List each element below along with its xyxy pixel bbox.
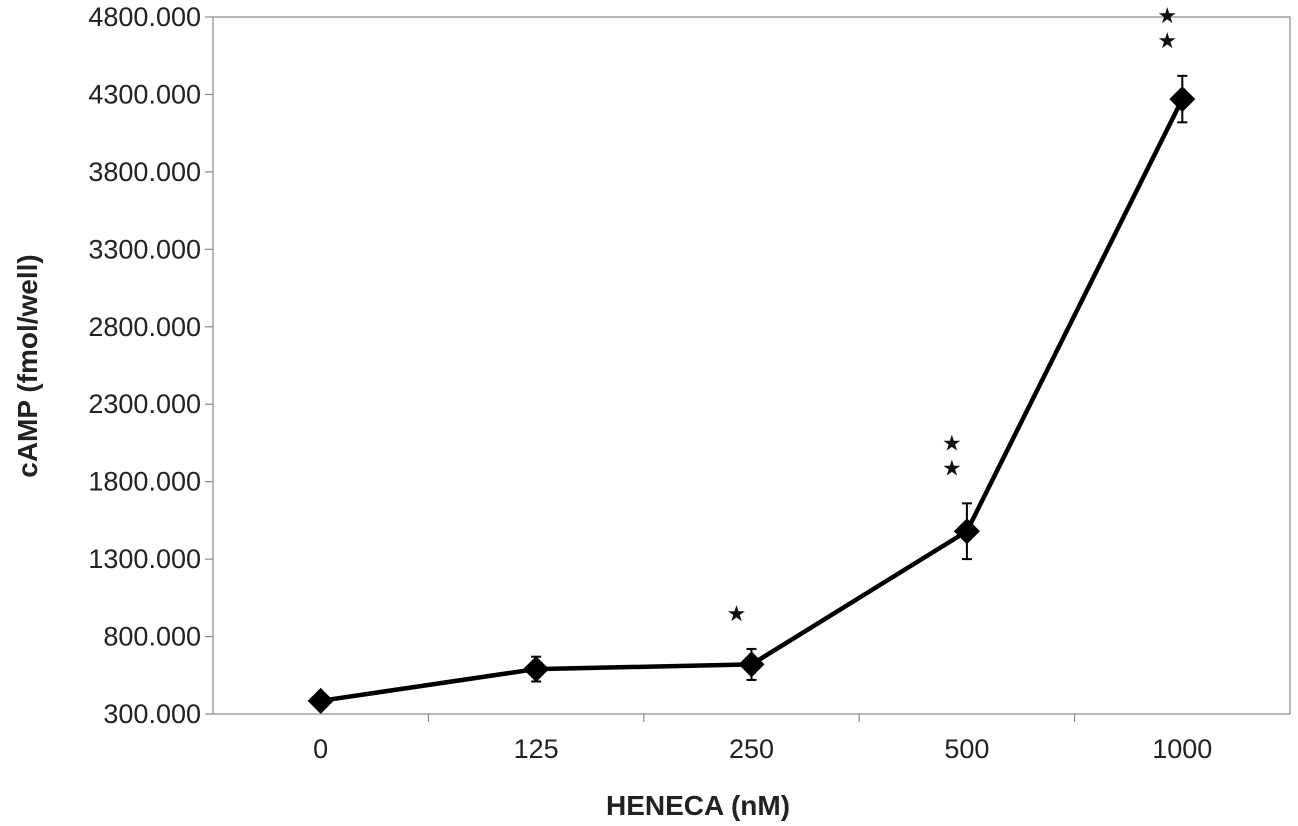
- x-tick-label: 1000: [1152, 734, 1212, 764]
- series-line: [320, 98, 1185, 704]
- x-tick-label: 250: [729, 734, 774, 764]
- y-tick-label: 2800.000: [88, 312, 201, 342]
- y-tick-label: 4300.000: [88, 79, 201, 109]
- significance-star: ★: [942, 431, 962, 456]
- data-point-marker: [523, 656, 550, 683]
- x-tick-label: 125: [514, 734, 559, 764]
- significance-star: ★: [942, 456, 962, 481]
- data-series: [307, 74, 1196, 714]
- significance-star: ★: [1157, 29, 1177, 54]
- y-tick-label: 3800.000: [88, 157, 201, 187]
- plot-area: [212, 16, 1291, 715]
- y-tick-label: 4800.000: [88, 2, 201, 32]
- data-point-marker: [738, 651, 765, 678]
- data-point-marker: [1169, 86, 1196, 113]
- y-tick-label: 800.000: [103, 622, 201, 652]
- y-tick-label: 300.000: [103, 699, 201, 729]
- x-tick-label: 0: [313, 734, 328, 764]
- y-tick-label: 1300.000: [88, 544, 201, 574]
- y-tick-label: 3300.000: [88, 234, 201, 264]
- x-axis-title: HENECA (nM): [606, 790, 790, 821]
- significance-star: ★: [727, 602, 747, 627]
- y-axis-ticks: 300.000 800.000 1300.000 1800.000 2300.000 28…: [88, 2, 213, 729]
- x-tick-label: 500: [944, 734, 989, 764]
- x-axis-ticks: 0 125 250 500 1000: [313, 714, 1212, 764]
- y-tick-label: 1800.000: [88, 467, 201, 497]
- significance-star: ★: [1157, 4, 1177, 29]
- y-axis-title: cAMP (fmol/well): [12, 254, 43, 478]
- significance-annotations: ★★★★★: [727, 4, 1178, 627]
- data-point-marker: [953, 518, 980, 545]
- y-tick-label: 2300.000: [88, 389, 201, 419]
- data-point-marker: [307, 687, 334, 714]
